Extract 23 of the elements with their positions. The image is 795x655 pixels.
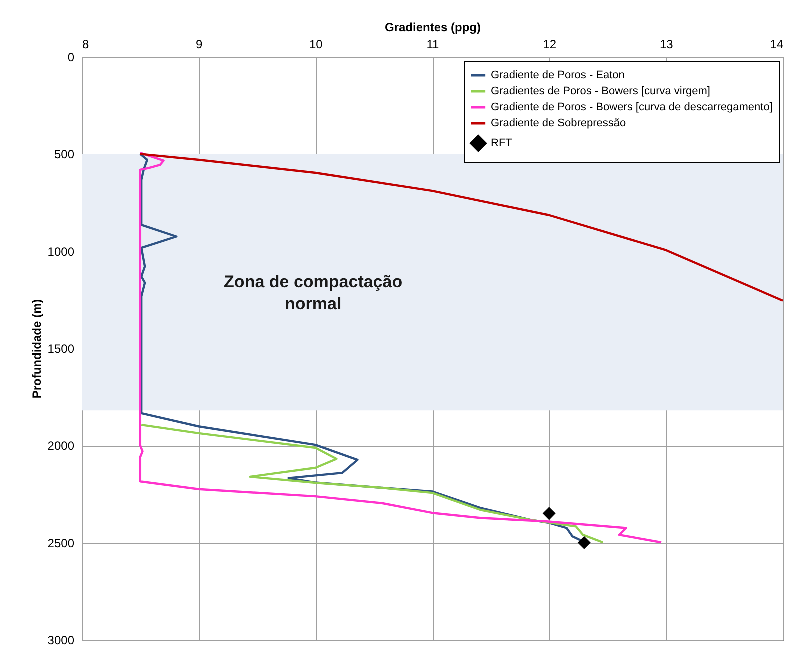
x-tick-label: 13	[660, 38, 674, 52]
x-tick-label: 10	[309, 38, 324, 52]
legend-label: RFT	[491, 138, 513, 150]
x-tick-label: 12	[543, 38, 557, 52]
x-tick-label: 14	[770, 38, 784, 52]
legend-label: Gradiente de Poros - Eaton	[491, 70, 625, 82]
band-label: Zona de compactação normal	[224, 272, 403, 314]
y-tick-label: 2000	[48, 439, 75, 454]
x-axis-title: Gradientes (ppg)	[384, 20, 482, 34]
y-tick-label: 1000	[48, 244, 75, 259]
legend-label: Gradiente de Sobrepressão	[491, 118, 626, 130]
x-tick-label: 9	[196, 38, 203, 52]
y-tick-label: 1500	[48, 342, 75, 356]
x-tick-label: 11	[426, 38, 440, 52]
y-tick-label: 500	[54, 148, 75, 162]
x-tick-label: 8	[82, 38, 90, 52]
y-tick-label: 3000	[48, 634, 75, 648]
y-axis-title: Profundidade (m)	[30, 299, 44, 399]
legend-label: Gradiente de Poros - Bowers [curva de descarregamento]	[491, 102, 773, 114]
line-series	[139, 152, 663, 544]
legend-label: Gradientes de Poros - Bowers [curva virgem]	[491, 86, 710, 98]
y-tick-label: 2500	[48, 536, 75, 550]
y-tick-label: 0	[68, 50, 75, 64]
